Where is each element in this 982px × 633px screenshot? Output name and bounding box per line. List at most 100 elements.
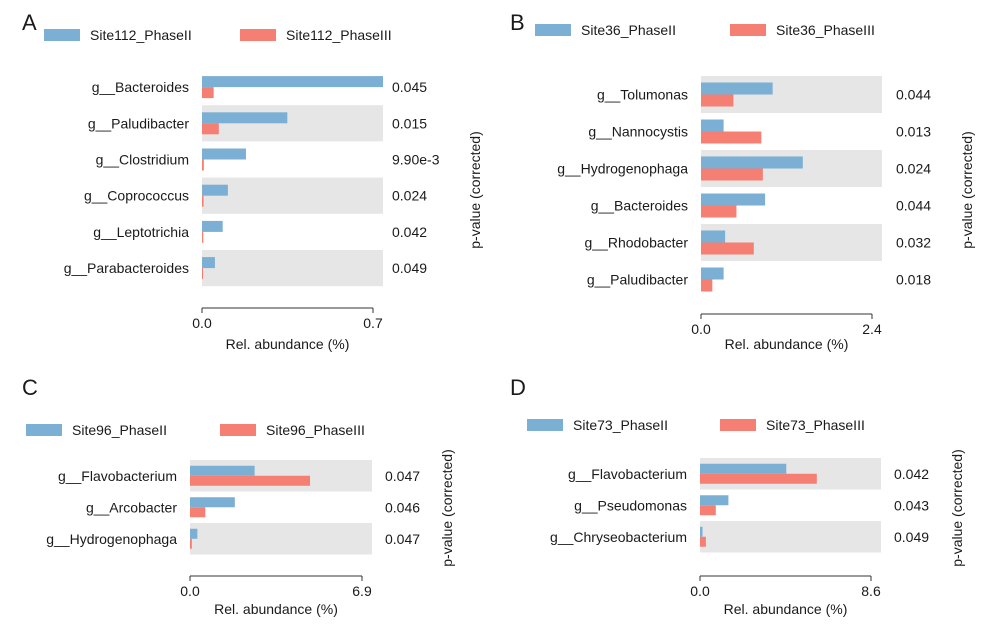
panel-d-category-label: g__Chryseobacterium	[550, 529, 687, 545]
panel-a-category-label: g__Parabacteroides	[64, 260, 189, 276]
panel-d-category-label: g__Pseudomonas	[574, 497, 687, 513]
panel-c-x-tick-label: 6.9	[352, 583, 372, 599]
panel-c-category-label: g__Hydrogenophaga	[46, 531, 177, 547]
panel-a-bar-phaseiii	[202, 87, 214, 99]
panel-c-x-axis-title: Rel. abundance (%)	[214, 601, 338, 617]
panel-c-bar-phaseiii	[190, 475, 311, 486]
panel-d-bar-phaseii	[700, 463, 787, 474]
panel-b-bar-phaseiii	[701, 131, 762, 144]
panel-d-legend-label-2: Site73_PhaseIII	[766, 417, 865, 433]
panel-d-legend-swatch-1	[527, 419, 563, 431]
panel-b-category-label: g__Nannocystis	[588, 124, 688, 140]
panel-a-bar-phaseii	[202, 112, 288, 124]
panel-c-row-band	[190, 523, 372, 555]
panel-b-bar-phaseiii	[701, 242, 754, 255]
panel-a-legend-label-1: Site112_PhaseII	[90, 27, 192, 43]
panel-c-x-tick-label: 0.0	[180, 583, 200, 599]
panel-a-bar-phaseiii	[202, 123, 219, 135]
panel-a-label: A	[22, 10, 37, 35]
panel-b-pvalue: 0.044	[896, 198, 931, 214]
panel-c-pvalue: 0.046	[385, 499, 420, 515]
panel-b-pvalue: 0.024	[896, 161, 931, 177]
panel-a-pvalue: 0.024	[392, 188, 427, 204]
panel-a-pvalue-axis-title: p-value (corrected)	[467, 131, 483, 249]
panel-c-bar-phaseiii	[190, 538, 192, 549]
panel-a-bar-phaseiii	[202, 195, 204, 207]
panel-a-pvalue: 0.049	[392, 260, 427, 276]
panel-b-category-label: g__Hydrogenophaga	[557, 161, 688, 177]
panel-a-category-label: g__Leptotrichia	[93, 224, 189, 240]
panel-b-bar-phaseiii	[701, 279, 713, 292]
panel-b-pvalue: 0.032	[896, 235, 931, 251]
panel-a-pvalue: 0.045	[392, 79, 427, 95]
panel-d-category-label: g__Flavobacterium	[568, 466, 687, 482]
panel-a-category-label: g__Bacteroides	[92, 79, 189, 95]
panel-a-bar-phaseii	[202, 257, 215, 269]
panel-c-legend-label-1: Site96_PhaseII	[72, 422, 167, 438]
panel-d-label: D	[510, 375, 526, 400]
panel-b-category-label: g__Rhodobacter	[584, 235, 688, 251]
panel-b-pvalue-axis-title: p-value (corrected)	[959, 131, 975, 249]
panel-d-pvalue: 0.043	[894, 497, 929, 513]
panel-a-pvalue: 0.015	[392, 115, 427, 131]
panel-b-bar-phaseii	[701, 156, 803, 169]
panel-a-category-label: g__Coprococcus	[84, 188, 189, 204]
panel-c-pvalue-axis-title: p-value (corrected)	[439, 449, 455, 567]
panel-a-bar-phaseii	[202, 184, 228, 196]
panel-a-bar-phaseiii	[202, 231, 204, 243]
panel-c-label: C	[22, 375, 38, 400]
panel-d-bar-phaseiii	[700, 536, 706, 547]
panel-b-legend-label-2: Site36_PhaseIII	[776, 22, 875, 38]
panel-b-legend-label-1: Site36_PhaseII	[581, 22, 676, 38]
panel-d-bar-phaseii	[700, 526, 703, 537]
panel-b-bar-phaseiii	[701, 168, 763, 181]
panel-b-x-tick-label: 0.0	[691, 321, 711, 337]
panel-c-legend-swatch-1	[26, 424, 62, 436]
panel-b-category-label: g__Tolumonas	[597, 87, 688, 103]
panel-c-pvalue: 0.047	[385, 468, 420, 484]
panel-b-bar-phaseii	[701, 193, 766, 206]
panel-a-bar-phaseiii	[202, 268, 204, 280]
panel-d-legend-swatch-2	[720, 419, 756, 431]
panel-a-x-axis-title: Rel. abundance (%)	[226, 336, 350, 352]
panel-b-legend-swatch-1	[535, 24, 571, 36]
panel-c-bar-phaseii	[190, 465, 255, 476]
panel-a-pvalue: 9.90e-3	[392, 152, 440, 168]
panel-d-x-axis-title: Rel. abundance (%)	[724, 601, 848, 617]
panel-d-x-tick-label: 0.0	[690, 583, 710, 599]
panel-c-legend-label-2: Site96_PhaseIII	[266, 422, 365, 438]
panel-b-bar-phaseii	[701, 267, 724, 280]
panel-a-bar-phaseii	[202, 220, 223, 232]
panel-b-legend-swatch-2	[730, 24, 766, 36]
panel-d-x-tick-label: 8.6	[861, 583, 881, 599]
panel-c-bar-phaseiii	[190, 507, 206, 518]
panel-c-category-label: g__Arcobacter	[86, 499, 177, 515]
panel-d-pvalue: 0.049	[894, 529, 929, 545]
panel-b-x-tick-label: 2.4	[862, 321, 882, 337]
panel-b-pvalue: 0.044	[896, 87, 931, 103]
panel-b-pvalue: 0.018	[896, 272, 931, 288]
panel-c-pvalue: 0.047	[385, 531, 420, 547]
panel-b-bar-phaseii	[701, 82, 773, 95]
panel-a-bar-phaseiii	[202, 159, 204, 171]
panel-b-x-axis-title: Rel. abundance (%)	[725, 336, 849, 352]
panel-a-category-label: g__Clostridium	[96, 152, 189, 168]
panel-a-legend-label-2: Site112_PhaseIII	[286, 27, 392, 43]
panel-a-x-tick-label: 0.7	[363, 315, 383, 331]
panel-a-legend-swatch-1	[44, 29, 80, 41]
panel-c-legend-swatch-2	[220, 424, 256, 436]
panel-a-bar-phaseii	[202, 76, 383, 88]
panel-d-bar-phaseii	[700, 495, 729, 506]
panel-d-bar-phaseiii	[700, 473, 817, 484]
panel-d-pvalue: 0.042	[894, 466, 929, 482]
panel-a-legend-swatch-2	[240, 29, 276, 41]
panel-d-bar-phaseiii	[700, 505, 716, 516]
panel-c-bar-phaseii	[190, 497, 235, 508]
panel-c-bar-phaseii	[190, 528, 198, 539]
panel-b-bar-phaseiii	[701, 205, 737, 218]
panel-b-pvalue: 0.013	[896, 124, 931, 140]
panel-a-category-label: g__Paludibacter	[88, 115, 190, 131]
panel-d-pvalue-axis-title: p-value (corrected)	[949, 449, 965, 567]
